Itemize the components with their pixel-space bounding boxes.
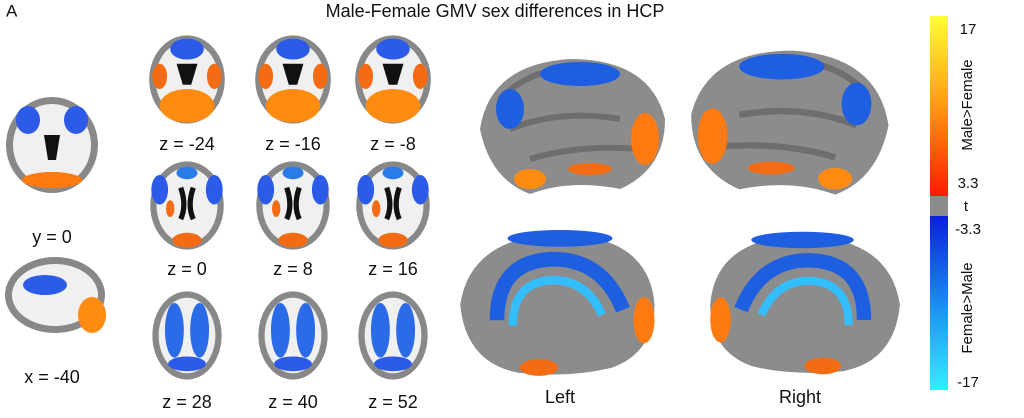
axial-slice — [150, 161, 224, 249]
axial-slice — [255, 35, 331, 124]
colorbar-label: Female>Male — [959, 262, 976, 353]
colorbar-gray — [930, 196, 948, 216]
slice-label: x = -40 — [24, 367, 80, 387]
hemisphere-label: Right — [779, 387, 821, 407]
slice-label: z = 28 — [162, 392, 212, 412]
axial-slice — [258, 291, 328, 380]
hemisphere-label: Left — [545, 387, 575, 407]
coronal-slice — [6, 97, 98, 193]
axial-slice — [149, 35, 225, 124]
figure-title: Male-Female GMV sex differences in HCP — [326, 1, 665, 21]
slice-label: z = 16 — [368, 259, 418, 279]
slice-label: z = 40 — [268, 392, 318, 412]
axial-slice — [152, 291, 222, 380]
colorbar-axis-label: t — [964, 198, 969, 215]
panel-label: A — [6, 1, 18, 20]
colorbar-tick: -3.3 — [955, 221, 981, 238]
colorbar-cool — [930, 216, 948, 390]
axial-slice — [356, 161, 430, 249]
axial-slice — [358, 291, 428, 380]
slice-label: z = 8 — [273, 259, 313, 279]
left-medial — [460, 230, 654, 376]
slice-label: z = -8 — [370, 134, 416, 154]
colorbar-tick: -17 — [957, 374, 979, 391]
right-lateral — [691, 51, 888, 195]
colorbar-tick: 17 — [960, 21, 977, 38]
slice-label: z = 0 — [167, 259, 207, 279]
colorbar-tick: 3.3 — [958, 175, 979, 192]
slice-label: y = 0 — [32, 227, 72, 247]
left-lateral — [480, 59, 665, 194]
right-medial — [710, 232, 900, 374]
sagittal-slice — [5, 257, 106, 333]
colorbar-warm — [930, 16, 948, 196]
axial-slice — [355, 35, 431, 124]
slice-label: z = 52 — [368, 392, 418, 412]
slice-label: z = -16 — [265, 134, 321, 154]
axial-slice — [256, 161, 330, 249]
slice-label: z = -24 — [159, 134, 215, 154]
colorbar-label: Male>Female — [959, 59, 976, 150]
